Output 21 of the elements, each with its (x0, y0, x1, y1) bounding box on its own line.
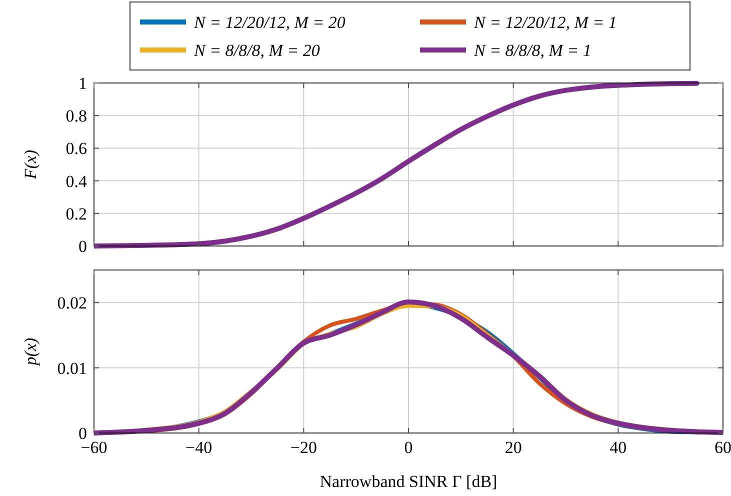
y-tick-label: 0.6 (66, 139, 87, 158)
y-tick-label: 0.8 (66, 106, 87, 126)
x-tick-label: −20 (290, 438, 317, 457)
x-tick-label: 0 (404, 438, 413, 457)
x-tick-label: 40 (610, 438, 627, 457)
y-tick-label: 0 (78, 236, 87, 256)
legend-label: N = 12/20/12, M = 1 (473, 12, 617, 32)
y-tick-label: 0.2 (66, 204, 87, 224)
legend-label: N = 12/20/12, M = 20 (193, 12, 346, 32)
y-tick-label: 1 (78, 74, 87, 93)
x-tick-label: −40 (186, 438, 212, 457)
x-tick-label: 60 (714, 438, 731, 457)
y-tick-label: 0.02 (57, 294, 87, 313)
x-axis-title: Narrowband SINR Γ [dB] (320, 472, 498, 491)
y-axis-title: p(x) (21, 337, 40, 366)
y-tick-label: 0.01 (57, 358, 87, 378)
x-tick-label: 20 (504, 438, 522, 457)
legend-label: N = 8/8/8, M = 20 (193, 40, 320, 60)
y-tick-label: 0.4 (66, 172, 88, 191)
legend-label: N = 8/8/8, M = 1 (473, 40, 592, 60)
y-axis-title: F(x) (21, 150, 40, 180)
